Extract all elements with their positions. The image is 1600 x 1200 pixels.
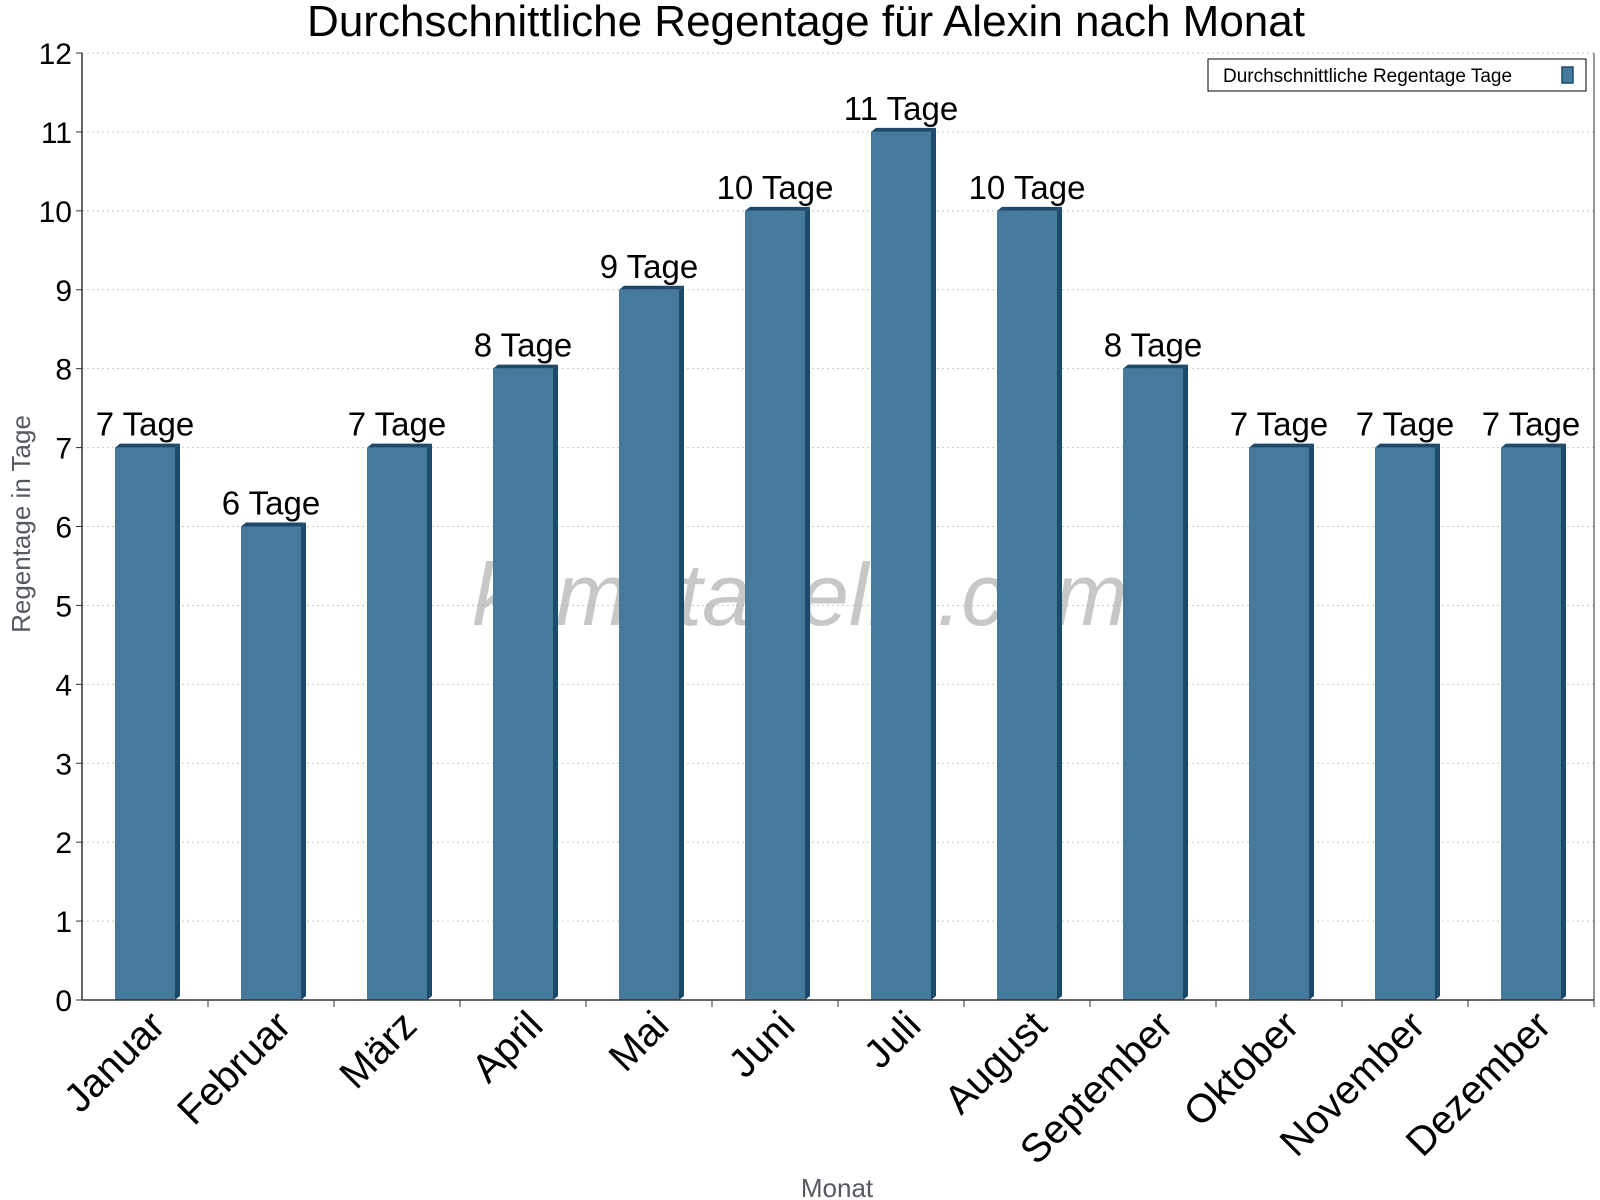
bar-juni [745,206,810,1001]
bar-front [1123,368,1183,1001]
bar-front [1501,447,1561,1000]
y-tick-label: 3 [55,748,72,781]
x-tick-label: März [331,1003,425,1097]
legend-box [1207,58,1587,92]
bar-side [427,443,432,1000]
bar-top [1123,364,1188,369]
bar-front [745,210,805,1001]
bar-top [1501,443,1566,448]
bar-side [301,522,306,1000]
y-axis-label: Regentage in Tage [6,415,36,633]
y-tick-label: 2 [55,827,72,860]
x-tick-label: Juni [720,1003,803,1086]
x-tick-label: Februar [169,1003,299,1133]
bar-top [1249,443,1314,448]
bar-november [1375,443,1440,1000]
axes [76,52,1595,1007]
bar-front [241,526,301,1000]
x-axis-label: Monat [801,1173,874,1200]
bar-märz [367,443,432,1000]
bar-side [1309,443,1314,1000]
bar-front [115,447,175,1000]
y-tick-label: 8 [55,354,72,387]
bar-top [493,364,558,369]
bar-september [1123,364,1188,1001]
bar-mai [619,285,684,1000]
y-tick-label: 10 [39,196,72,229]
bar-top [115,443,180,448]
bar-side [175,443,180,1000]
x-tick-label: Mai [601,1003,678,1080]
bar-top [745,206,810,211]
data-label: 11 Tage [844,90,958,127]
chart-title: Durchschnittliche Regentage für Alexin n… [307,0,1305,46]
legend-entry-label: Durchschnittliche Regentage Tage [1223,66,1512,87]
y-tick-label: 4 [55,669,72,702]
data-label: 6 Tage [222,485,320,522]
y-tick-label: 12 [39,38,72,71]
bar-januar [115,443,180,1000]
bar-front [997,210,1057,1001]
data-label: 8 Tage [1104,327,1202,364]
bar-front [367,447,427,1000]
data-label: 10 Tage [717,169,834,206]
bar-top [241,522,306,527]
bar-side [679,285,684,1000]
bar-side [1435,443,1440,1000]
x-tick-label: April [464,1003,552,1091]
bar-side [1561,443,1566,1000]
bar-top [619,285,684,290]
bar-juli [871,127,936,1000]
grid-lines [82,52,1594,922]
bar-side [1057,206,1062,1001]
y-tick-label: 1 [55,906,72,939]
bar-april [493,364,558,1001]
data-label: 7 Tage [1356,406,1454,443]
bars [115,127,1566,1001]
bar-side [553,364,558,1001]
bar-front [1249,447,1309,1000]
data-label: 10 Tage [969,169,1086,206]
bar-side [805,206,810,1001]
legend: Durchschnittliche Regentage Tage [1207,58,1587,92]
x-tick-label: Juli [856,1003,930,1077]
data-label: 7 Tage [1230,406,1328,443]
data-label: 9 Tage [600,248,698,285]
x-tick-label: Januar [56,1003,174,1121]
bar-front [493,368,553,1001]
data-labels: 7 Tage 6 Tage 7 Tage 8 Tage 9 Tage 10 Tage 11 … [96,90,1580,522]
y-tick-label: 6 [55,512,72,545]
data-label: 8 Tage [474,327,572,364]
y-tick-label: 0 [55,985,72,1018]
x-tick-label: Oktober [1176,1003,1308,1135]
bar-dezember [1501,443,1566,1000]
y-tick-label: 9 [55,275,72,308]
y-tick-label: 5 [55,590,72,623]
bar-oktober [1249,443,1314,1000]
bar-side [1183,364,1188,1001]
bar-top [367,443,432,448]
data-label: 7 Tage [348,406,446,443]
bar-side [931,127,936,1000]
legend-swatch [1561,66,1574,84]
y-tick-label: 11 [41,117,72,150]
bar-front [619,289,679,1000]
bar-front [1375,447,1435,1000]
x-tick-label: August [936,1003,1055,1122]
bar-top [997,206,1062,211]
bar-top [1375,443,1440,448]
bar-front [871,131,931,1000]
bar-top [871,127,936,132]
bar-februar [241,522,306,1000]
data-label: 7 Tage [1482,406,1580,443]
y-tick-label: 7 [55,433,72,466]
data-label: 7 Tage [96,406,194,443]
bar-august [997,206,1062,1001]
